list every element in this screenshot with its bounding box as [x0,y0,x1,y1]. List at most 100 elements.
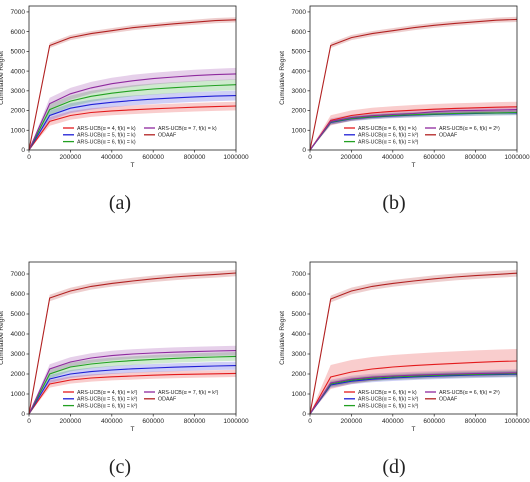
plot-frame [309,5,518,151]
series-line-4 [309,18,518,151]
y-tick-label: 6000 [11,291,26,298]
legend-label: ARS-UCB(α = 6, f(k) = 2ᵏ) [439,390,500,396]
chart-d: 0 200000 400000 600000 800000 1000000 0 1000 200… [279,261,530,433]
y-tick-label: 1000 [292,127,307,134]
legend-label: ARS-UCB(α = 7, f(k) = k) [158,126,217,132]
caption-c: (c) [108,456,132,478]
legend-label: ARS-UCB(α = 5, f(k) = k²) [77,397,138,403]
y-tick-label: 0 [21,147,25,154]
y-tick-label: 7000 [292,271,307,278]
y-tick-label: 4000 [292,68,307,75]
legend-label: ODAAF [158,397,177,403]
legend: ARS-UCB(α = 4, f(k) = k)ARS-UCB(α = 5, f… [63,126,217,145]
x-tick-label: 1000000 [223,418,249,425]
legend-label: ARS-UCB(α = 6, f(k) = 2ᵏ) [439,126,500,132]
chart-c: 0 200000 400000 600000 800000 1000000 0 1000 200… [0,261,249,433]
x-tick-label: 200000 [60,154,82,161]
x-tick-label: 600000 [423,418,445,425]
y-tick-label: 5000 [292,311,307,318]
series-line-0 [28,105,237,151]
legend-label: ARS-UCB(α = 6, f(k) = k) [77,139,136,145]
y-tick-label: 0 [302,411,306,418]
x-tick-label: 800000 [184,154,206,161]
series-line-1 [28,365,237,415]
series-band-1 [310,371,517,414]
x-tick-label: 400000 [382,154,404,161]
legend-label: ARS-UCB(α = 6, f(k) = k²) [358,133,419,139]
series-band-2 [29,352,236,414]
chart-a: 0 200000 400000 600000 800000 1000000 0 1000 200… [0,5,249,169]
series-line-3 [309,372,518,415]
x-tick-label: 400000 [101,418,123,425]
series-line-4 [309,272,518,415]
y-tick-label: 7000 [11,9,26,16]
y-tick-label: 0 [21,411,25,418]
series-line-4 [28,272,237,415]
series-line-2 [28,84,237,151]
x-tick-label: 800000 [184,418,206,425]
y-tick-label: 4000 [292,331,307,338]
y-tick-label: 1000 [292,391,307,398]
x-tick-label: 600000 [423,154,445,161]
y-tick-label: 6000 [11,29,26,36]
series-line-4 [28,19,237,151]
y-tick-label: 2000 [292,108,307,115]
caption-b: (b) [382,192,406,214]
legend: ARS-UCB(α = 4, f(k) = k²)ARS-UCB(α = 5, … [63,390,219,409]
series-line-0 [309,106,518,151]
x-tick-label: 1000000 [504,154,530,161]
y-tick-label: 2000 [292,371,307,378]
x-tick-label: 200000 [341,418,363,425]
x-tick-label: 200000 [341,154,363,161]
x-axis-label: T [131,162,135,169]
series-band-1 [310,110,517,150]
legend: ARS-UCB(α = 6, f(k) = k) ARS-UCB(α = 6, f… [344,390,500,409]
y-tick-label: 5000 [11,311,26,318]
x-tick-label: 0 [27,418,31,425]
y-tick-label: 4000 [11,68,26,75]
series-band-3 [29,345,236,414]
legend-label: ARS-UCB(α = 6, f(k) = k³) [358,403,419,409]
series-band-2 [310,110,517,150]
y-tick-label: 7000 [292,9,307,16]
y-tick-label: 2000 [11,108,26,115]
series-line-0 [28,372,237,415]
plot-frame [28,5,237,151]
x-tick-label: 1000000 [504,418,530,425]
x-axis-label: T [412,162,416,169]
y-tick-label: 6000 [292,29,307,36]
chart-panel-b: 0 200000 400000 600000 800000 1000000 0 1000 200… [265,0,530,241]
caption-a: (a) [108,192,132,214]
x-tick-label: 400000 [382,418,404,425]
y-tick-label: 1000 [11,127,26,134]
y-axis-label: Cumulative Regret [279,51,286,105]
y-tick-label: 4000 [11,331,26,338]
chart-panel-c: 0 200000 400000 600000 800000 1000000 0 1000 200… [0,241,265,482]
y-tick-label: 5000 [292,49,307,56]
x-tick-label: 0 [27,154,31,161]
legend-label: ODAAF [439,397,458,403]
y-axis-label: Cumulative Regret [0,51,5,105]
legend-label: ARS-UCB(α = 6, f(k) = k) [358,390,417,396]
x-tick-label: 600000 [142,418,164,425]
legend-label: ARS-UCB(α = 4, f(k) = k²) [77,390,138,396]
legend-label: ODAAF [439,133,458,139]
legend-label: ARS-UCB(α = 4, f(k) = k) [77,126,136,132]
legend-label: ARS-UCB(α = 7, f(k) = k²) [158,390,219,396]
y-tick-label: 7000 [11,271,26,278]
series-band-3 [29,67,236,150]
y-tick-label: 0 [302,147,306,154]
chart-panel-d: 0 200000 400000 600000 800000 1000000 0 1000 200… [265,241,530,482]
x-tick-label: 800000 [465,418,487,425]
x-tick-label: 200000 [60,418,82,425]
series-band-0 [29,369,236,414]
x-axis-label: T [412,426,416,433]
legend-label: ARS-UCB(α = 6, f(k) = k²) [77,403,138,409]
plot-frame [309,261,518,415]
plot-frame [28,261,237,415]
y-axis-label: Cumulative Regret [279,311,286,365]
series-line-3 [309,109,518,151]
series-line-2 [309,373,518,415]
legend-label: ARS-UCB(α = 6, f(k) = k³) [358,139,419,145]
series-line-1 [28,95,237,151]
